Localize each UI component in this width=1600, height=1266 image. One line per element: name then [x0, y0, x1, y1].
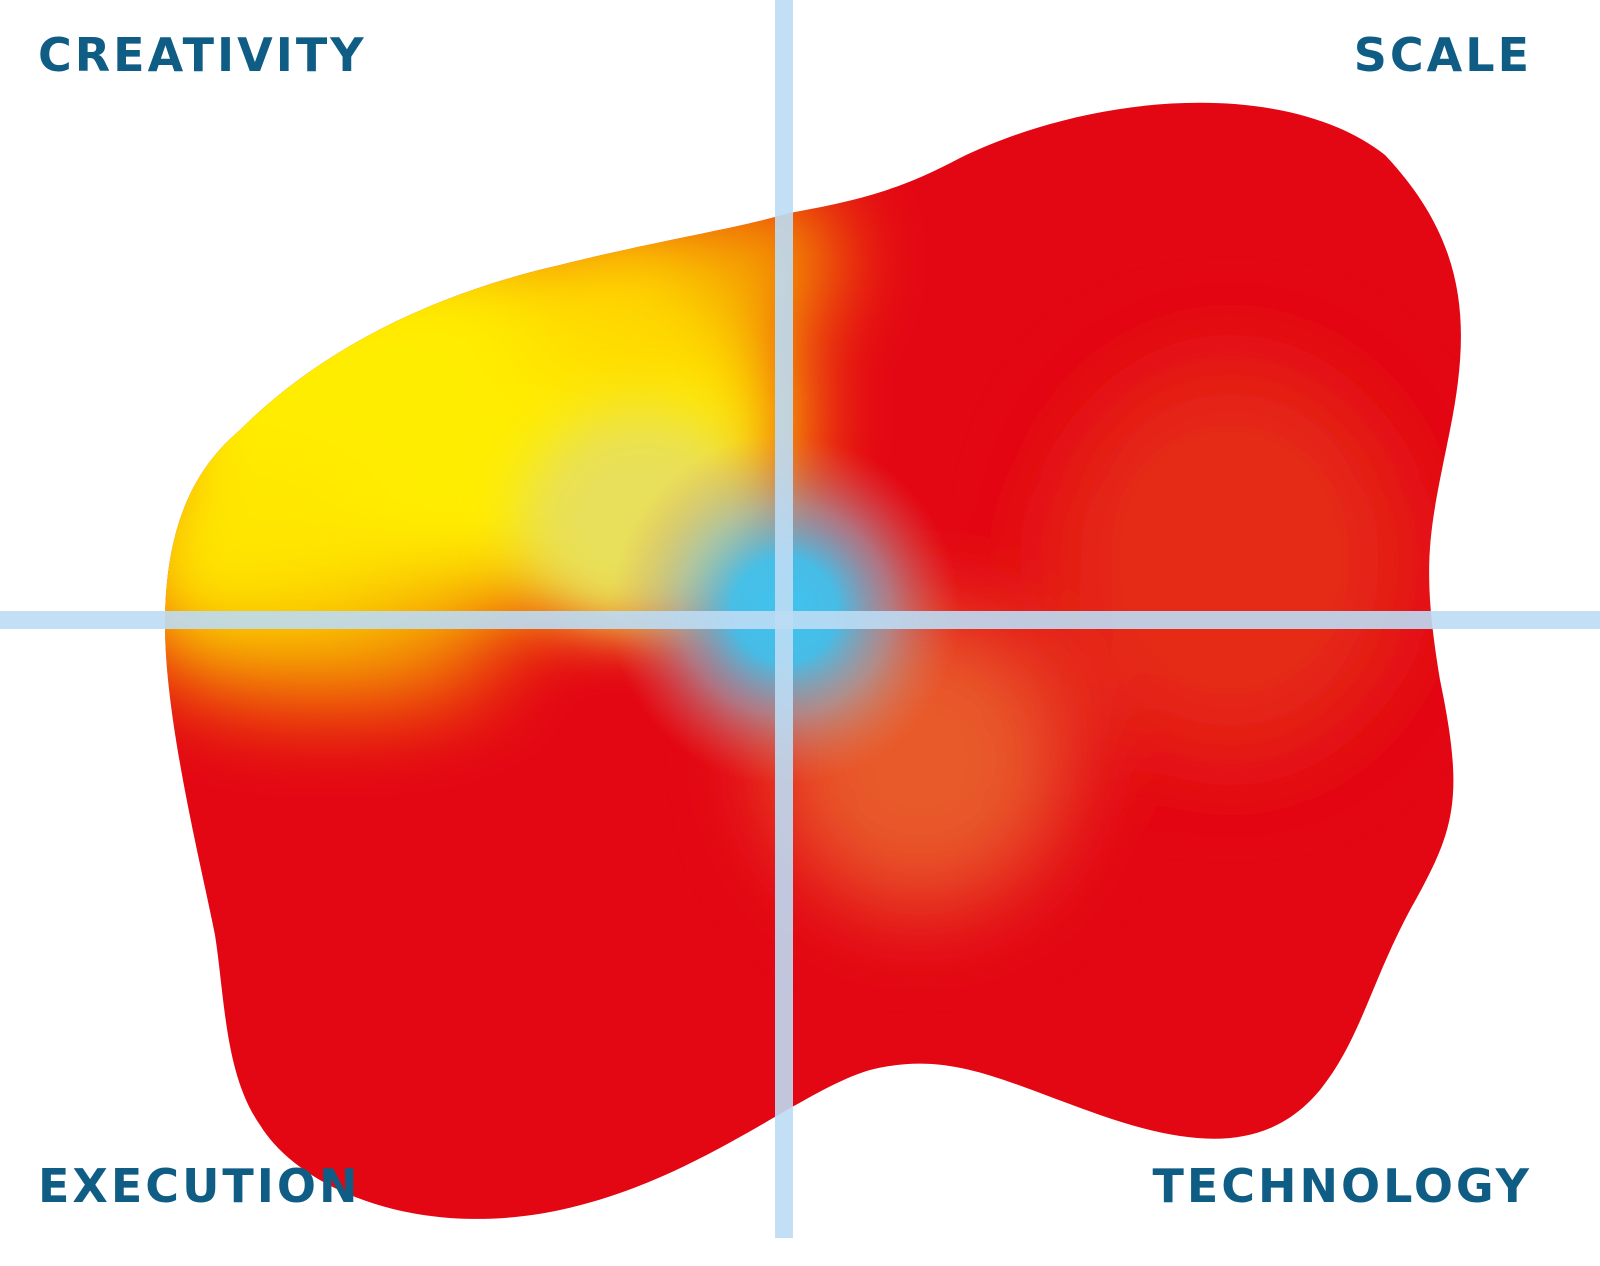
quadrant-label-scale: SCALE — [1353, 28, 1532, 82]
horizontal-axis — [0, 611, 1600, 629]
axes — [0, 0, 1600, 1238]
quadrant-label-creativity: CREATIVITY — [38, 28, 367, 82]
quadrant-label-execution: EXECUTION — [38, 1159, 361, 1213]
quadrant-label-technology: TECHNOLOGY — [1152, 1159, 1532, 1213]
